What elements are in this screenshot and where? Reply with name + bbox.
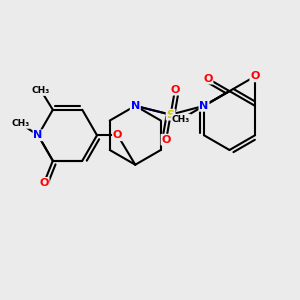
Text: N: N xyxy=(131,101,140,111)
Text: O: O xyxy=(250,71,260,81)
Text: O: O xyxy=(203,74,212,84)
Text: N: N xyxy=(34,130,43,140)
Text: O: O xyxy=(170,85,180,94)
Text: CH₃: CH₃ xyxy=(172,115,190,124)
Text: O: O xyxy=(161,135,171,145)
Text: O: O xyxy=(113,130,122,140)
Text: O: O xyxy=(39,178,49,188)
Text: CH₃: CH₃ xyxy=(11,119,30,128)
Text: N: N xyxy=(200,101,208,111)
Text: CH₃: CH₃ xyxy=(32,86,50,95)
Text: S: S xyxy=(167,110,175,120)
